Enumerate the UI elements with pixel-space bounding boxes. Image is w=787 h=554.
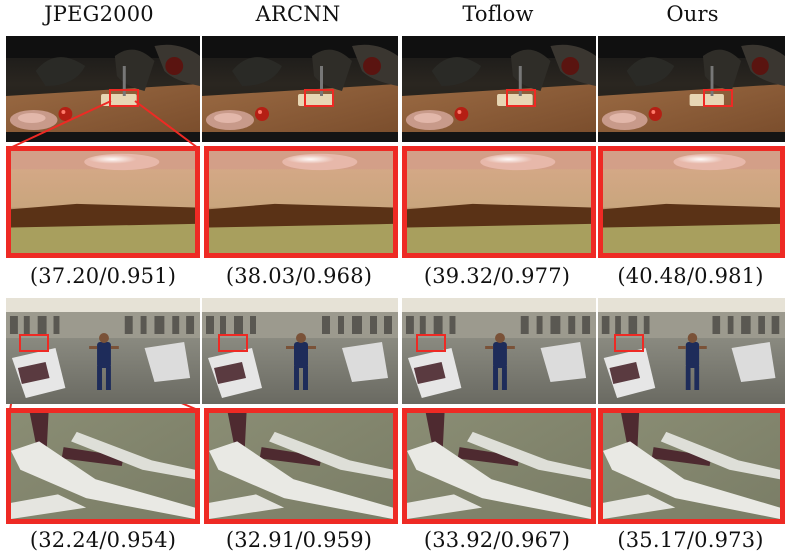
score-gym-ours: (35.17/0.973)	[617, 528, 764, 552]
kitchen-frame-image	[6, 36, 200, 142]
kitchen-crop-ours	[598, 146, 785, 258]
kitchen-crop-toflow	[402, 146, 596, 258]
kitchen-frame-toflow	[402, 36, 596, 142]
highlight-box	[416, 334, 446, 352]
gym-crop-ours	[598, 408, 785, 524]
score-kitchen-toflow: (39.32/0.977)	[423, 264, 571, 288]
kitchen-crop-jpeg2000	[6, 146, 200, 258]
gym-crop-arcnn	[204, 408, 398, 524]
header-arcnn: ARCNN	[255, 2, 341, 26]
kitchen-frame-arcnn	[202, 36, 398, 142]
gym-crop-toflow	[402, 408, 596, 524]
score-kitchen-ours: (40.48/0.981)	[617, 264, 764, 288]
score-kitchen-arcnn: (38.03/0.968)	[225, 264, 373, 288]
highlight-box	[614, 334, 644, 352]
score-gym-toflow: (33.92/0.967)	[423, 528, 571, 552]
kitchen-crop-arcnn	[204, 146, 398, 258]
kitchen-frame-jpeg2000	[6, 36, 200, 142]
header-toflow: Toflow	[462, 2, 534, 26]
highlight-box	[703, 89, 733, 107]
highlight-box	[218, 334, 248, 352]
highlight-box	[19, 334, 49, 352]
kitchen-frame-ours	[598, 36, 785, 142]
highlight-box	[304, 89, 334, 107]
header-ours: Ours	[666, 2, 719, 26]
score-gym-arcnn: (32.91/0.959)	[225, 528, 373, 552]
header-jpeg2000: JPEG2000	[44, 2, 154, 26]
score-kitchen-jpeg2000: (37.20/0.951)	[29, 264, 177, 288]
highlight-box	[109, 89, 139, 107]
highlight-box	[506, 89, 536, 107]
gym-crop-jpeg2000	[6, 408, 200, 524]
score-gym-jpeg2000: (32.24/0.954)	[29, 528, 177, 552]
